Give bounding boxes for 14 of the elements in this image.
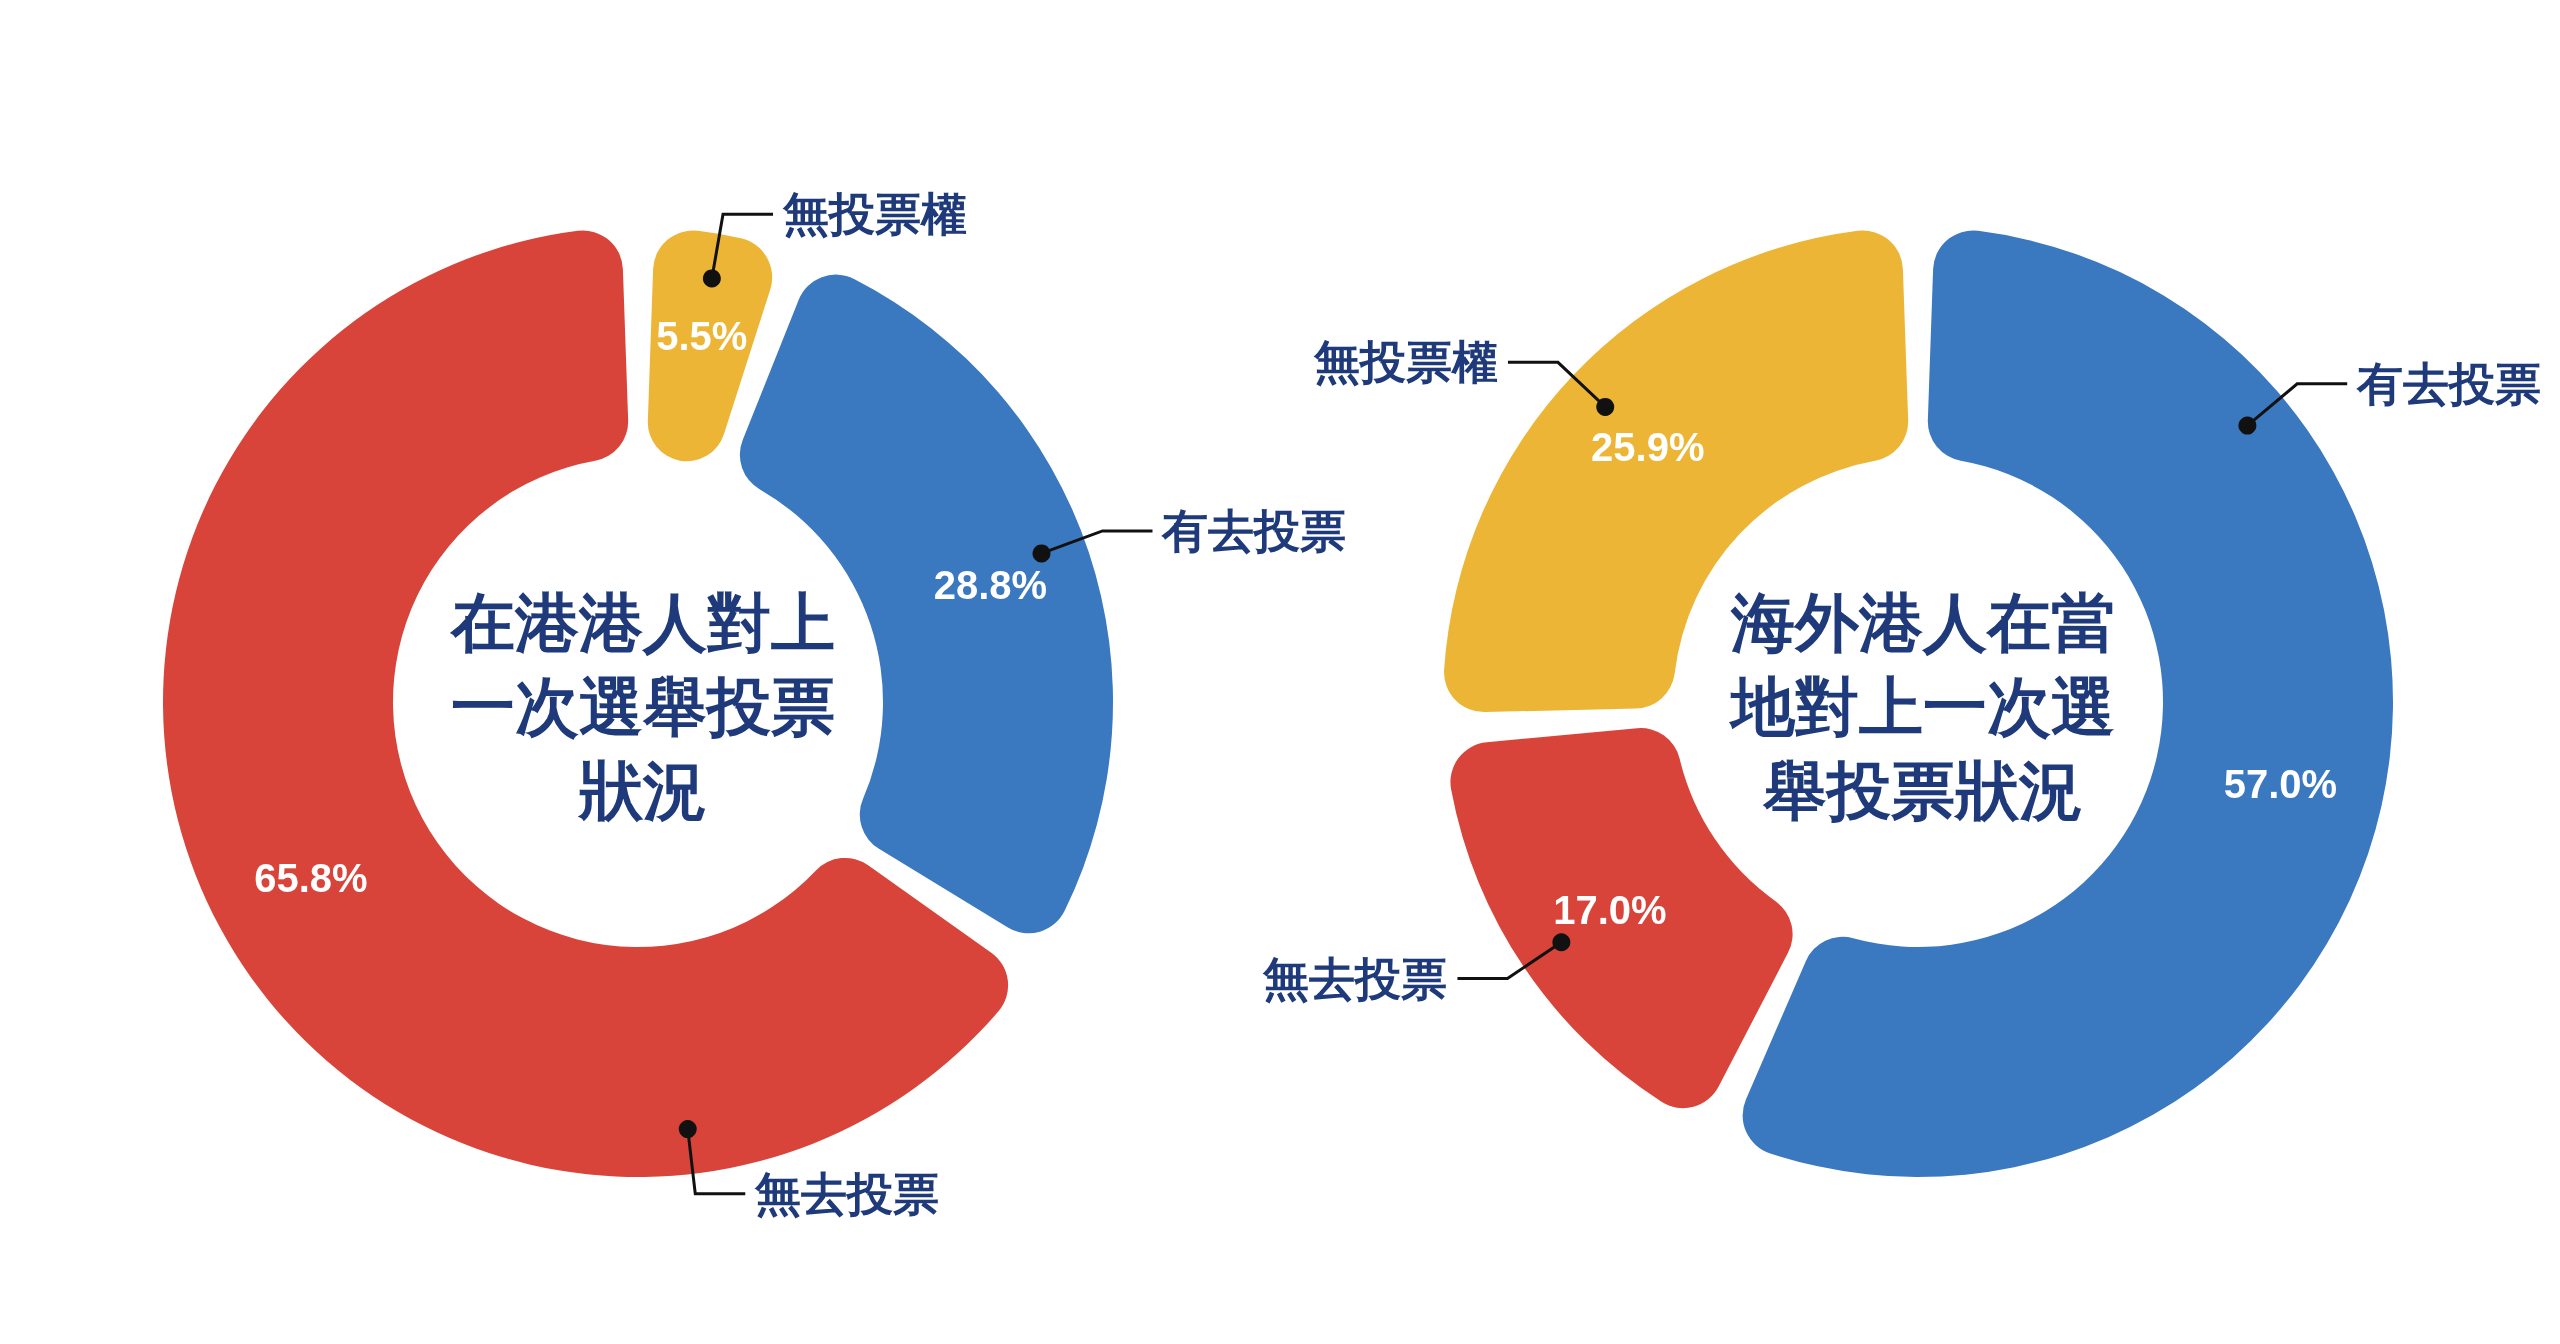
data-label: 65.8% xyxy=(254,856,368,901)
data-label: 17.0% xyxy=(1553,887,1667,932)
slice-label: 無投票權 xyxy=(782,187,968,242)
data-label: 5.5% xyxy=(656,314,748,359)
slice-label: 無去投票 xyxy=(1262,951,1448,1006)
text: 海外港人在當地對上一次選舉投票狀況 xyxy=(1728,586,2115,828)
slice-label: 有去投票 xyxy=(1161,503,1347,558)
text: 在港港人對上一次選舉投票狀況 xyxy=(449,586,835,828)
data-label: 28.8% xyxy=(933,562,1048,607)
data-label: 57.0% xyxy=(2223,761,2338,806)
slice-label: 無去投票 xyxy=(754,1166,940,1221)
slice-label: 無投票權 xyxy=(1312,335,1498,390)
slice-label: 有去投票 xyxy=(2356,356,2542,411)
data-label: 25.9% xyxy=(1591,425,1705,470)
